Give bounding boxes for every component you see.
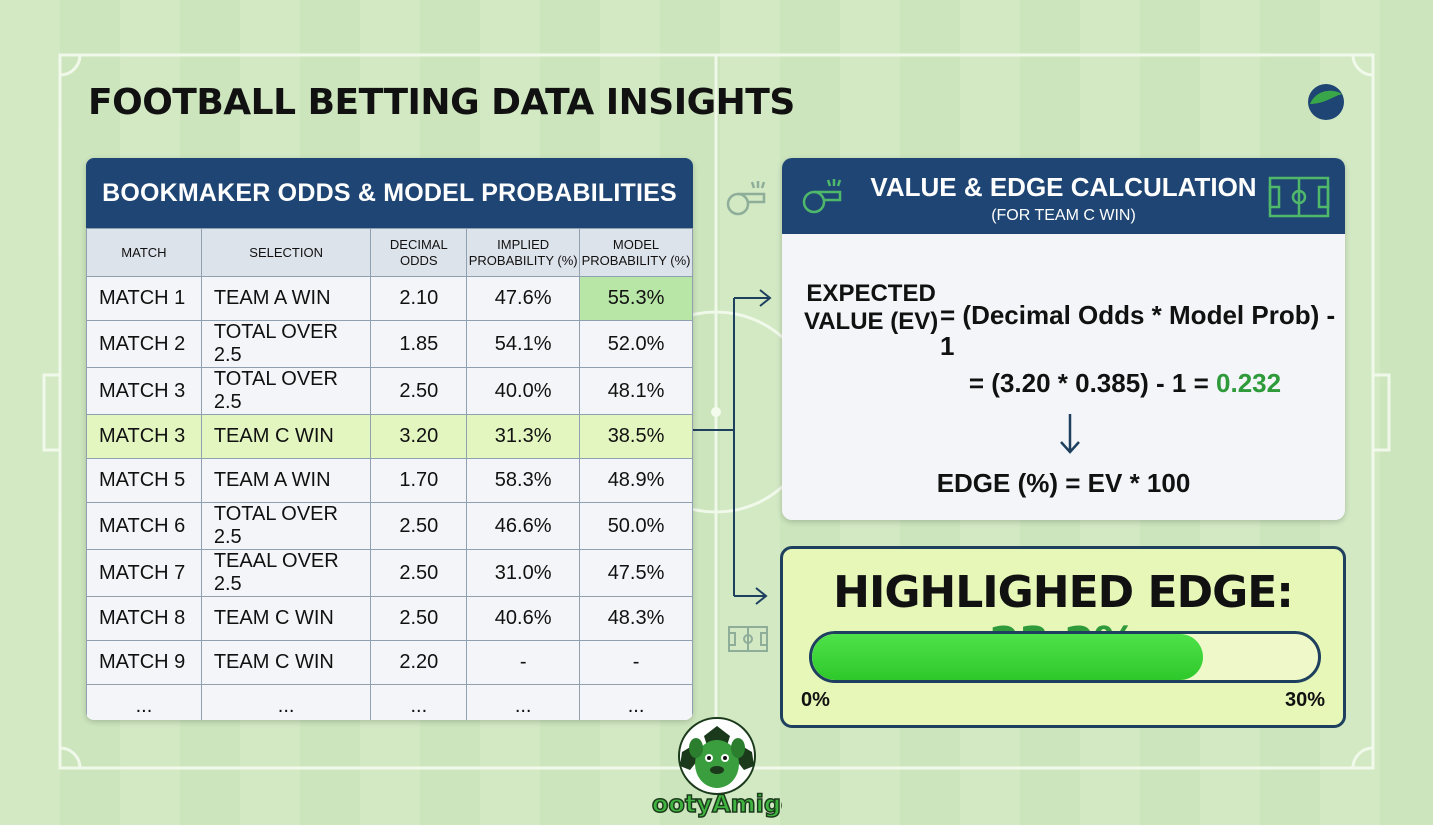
table-cell: 40.6% [466, 596, 581, 641]
edge-progress-fill [812, 634, 1204, 680]
table-cell: 1.85 [370, 320, 468, 368]
bar-max-label: 30% [1284, 689, 1325, 711]
whistle-icon [726, 181, 766, 216]
table-cell: MATCH 3 [86, 414, 202, 459]
table-cell: MATCH 9 [86, 640, 202, 685]
table-cell: MATCH 7 [86, 549, 202, 597]
table-header: BOOKMAKER ODDS & MODEL PROBABILITIES [86, 158, 693, 228]
table-row: MATCH 7 TEAAL OVER 2.5 2.50 31.0% 47.5% [86, 549, 693, 597]
ev-calculation: = (3.20 * 0.385) - 1 = 0.232 [940, 368, 1310, 399]
footyamigo-mascot-logo: FootyAmigo [652, 717, 782, 819]
value-subtitle: (FOR TEAM C WIN) [991, 207, 1136, 224]
table-cell: MATCH 6 [86, 502, 202, 550]
table-cell: ... [370, 684, 468, 720]
pitch-icon [1268, 176, 1330, 218]
table-row: MATCH 3 TEAM C WIN 3.20 31.3% 38.5% [86, 414, 693, 459]
table-row: MATCH 8 TEAM C WIN 2.50 40.6% 48.3% [86, 596, 693, 641]
table-row: ............... [86, 684, 693, 720]
col-model-prob-header: MODEL PROBABILITY (%) [579, 228, 693, 277]
ev-formula: = (Decimal Odds * Model Prob) - 1 [940, 300, 1336, 361]
edge-formula: EDGE (%) = EV * 100 [936, 468, 1191, 498]
bar-min-label: 0% [801, 689, 830, 711]
value-edge-panel: VALUE & EDGE CALCULATION (FOR TEAM C WIN… [782, 158, 1345, 520]
table-cell: 48.9% [579, 458, 693, 503]
page-title: FOOTBALL BETTING DATA INSIGHTS [88, 82, 795, 123]
table-cell: ... [86, 684, 202, 720]
table-cell: 38.5% [579, 414, 693, 459]
table-cell: TOTAL OVER 2.5 [200, 367, 372, 415]
table-row: MATCH 3 TOTAL OVER 2.5 2.50 40.0% 48.1% [86, 367, 693, 415]
table-cell: 40.0% [466, 367, 581, 415]
col-selection-header: SELECTION [200, 228, 372, 277]
table-cell: ... [200, 684, 372, 720]
table-cell: 52.0% [579, 320, 693, 368]
table-cell: 54.1% [466, 320, 581, 368]
odds-table-panel: BOOKMAKER ODDS & MODEL PROBABILITIES MAT… [86, 158, 693, 720]
table-cell: 47.5% [579, 549, 693, 597]
brand-leaf-icon [1308, 84, 1344, 120]
table-body: MATCH 1 TEAM A WIN 2.10 47.6% 55.3% MATCH 2 TO… [86, 276, 693, 720]
table-cell: TEAM C WIN [200, 596, 372, 641]
table-row: MATCH 2 TOTAL OVER 2.5 1.85 54.1% 52.0% [86, 320, 693, 368]
table-cell: 2.20 [370, 640, 468, 685]
value-header: VALUE & EDGE CALCULATION (FOR TEAM C WIN… [782, 158, 1345, 234]
table-cell: 46.6% [466, 502, 581, 550]
table-row: MATCH 1 TEAM A WIN 2.10 47.6% 55.3% [86, 276, 693, 321]
arrow-down-icon [1060, 414, 1080, 454]
table-row: MATCH 9 TEAM C WIN 2.20- - [86, 640, 693, 685]
ev-label: EXPECTED VALUE (EV) [804, 280, 938, 336]
table-cell: TOTAL OVER 2.5 [200, 502, 372, 550]
table-cell: 2.50 [370, 367, 468, 415]
col-implied-prob-header: IMPLIED PROBABILITY (%) [466, 228, 581, 277]
table-cell: MATCH 3 [86, 367, 202, 415]
odds-table: MATCH SELECTION DECIMAL ODDS IMPLIED PROBAB… [86, 228, 693, 720]
table-cell: 31.0% [466, 549, 581, 597]
table-header-row: MATCH SELECTION DECIMAL ODDS IMPLIED PROBAB… [86, 228, 693, 277]
table-cell: TEAM C WIN [200, 414, 372, 459]
table-row: MATCH 5 TEAM A WIN 1.70 58.3% 48.9% [86, 458, 693, 503]
table-cell: MATCH 2 [86, 320, 202, 368]
highlighted-edge-panel: HIGHLIGHED EDGE: 23.2% 0% 30% [780, 546, 1346, 728]
ev-calc-prefix: = (3.20 * 0.385) - 1 = [968, 368, 1217, 398]
table-cell: 48.3% [579, 596, 693, 641]
table-cell: TEAM A WIN [200, 458, 372, 503]
table-cell: 48.1% [579, 367, 693, 415]
col-match-header: MATCH [86, 228, 202, 277]
table-cell: TEAAL OVER 2.5 [200, 549, 372, 597]
table-cell: 47.6% [466, 276, 581, 321]
table-cell: TEAM C WIN [200, 640, 372, 685]
edge-progress-bar [809, 631, 1321, 683]
table-cell: TEAM A WIN [200, 276, 372, 321]
table-cell: 1.70 [370, 458, 468, 503]
table-cell: 50.0% [579, 502, 693, 550]
table-cell: - [579, 640, 693, 685]
table-cell: TOTAL OVER 2.5 [200, 320, 372, 368]
table-cell: 2.50 [370, 596, 468, 641]
table-cell: 31.3% [466, 414, 581, 459]
ev-label-line1: EXPECTED [806, 280, 936, 307]
table-cell: ... [466, 684, 581, 720]
value-title: VALUE & EDGE CALCULATION [870, 172, 1257, 202]
edge-label: HIGHLIGHED EDGE: [833, 567, 1294, 618]
table-cell: 2.50 [370, 549, 468, 597]
pitch-icon [728, 626, 768, 652]
table-cell: MATCH 5 [86, 458, 202, 503]
table-cell: MATCH 1 [86, 276, 202, 321]
table-cell: 2.10 [370, 276, 468, 321]
col-decimal-odds-header: DECIMAL ODDS [370, 228, 468, 277]
table-row: MATCH 6 TOTAL OVER 2.5 2.50 46.6% 50.0% [86, 502, 693, 550]
table-cell: 2.50 [370, 502, 468, 550]
whistle-icon [802, 179, 842, 214]
table-cell: 58.3% [466, 458, 581, 503]
ev-label-line2: VALUE (EV) [804, 308, 939, 335]
table-cell: 3.20 [370, 414, 468, 459]
brand-text: FootyAmigo [652, 790, 782, 818]
table-cell: MATCH 8 [86, 596, 202, 641]
table-cell: 55.3% [579, 276, 693, 321]
table-cell: ... [579, 684, 693, 720]
table-cell: - [466, 640, 581, 685]
ev-calc-result: 0.232 [1216, 368, 1282, 398]
